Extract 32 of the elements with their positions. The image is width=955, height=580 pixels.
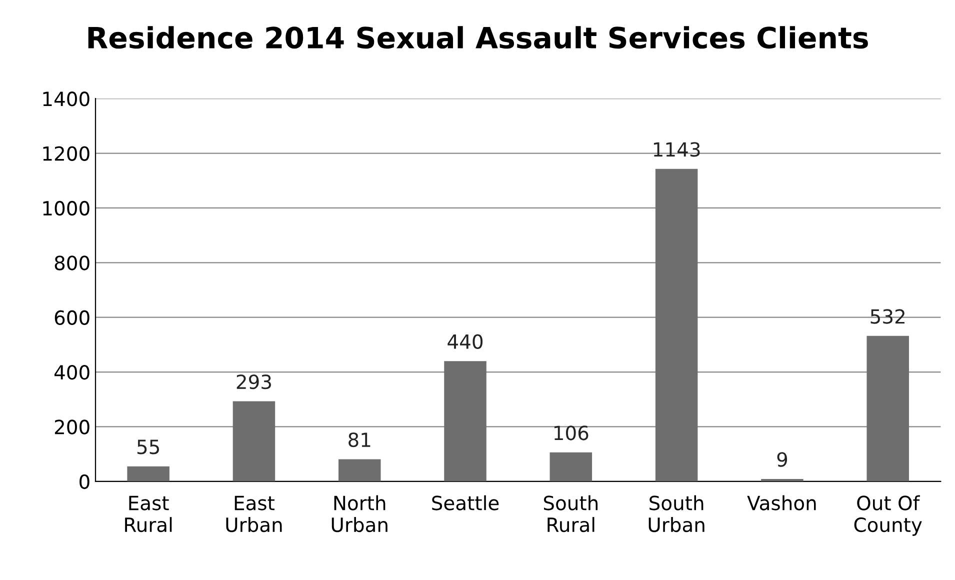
y-tick-label: 600 <box>54 310 90 326</box>
data-label: 106 <box>554 426 588 440</box>
data-label: 293 <box>236 374 271 390</box>
x-tick-label: South Rural <box>544 495 598 532</box>
x-tick-label: East Rural <box>125 496 172 532</box>
y-tick-label: 400 <box>54 364 90 380</box>
data-label: 440 <box>448 334 483 349</box>
bar <box>655 168 698 482</box>
bar <box>232 401 276 482</box>
bar <box>127 466 170 482</box>
bar <box>550 452 592 482</box>
data-label: 55 <box>137 440 159 454</box>
y-tick-label: 200 <box>54 420 90 434</box>
data-label: 1143 <box>654 142 700 157</box>
y-tick-label: 1400 <box>43 92 90 106</box>
bar <box>338 459 381 482</box>
x-tick-label: Out Of County <box>854 495 922 536</box>
x-tick-label: North Urban <box>332 495 388 532</box>
x-tick-label: Vashon <box>747 495 816 510</box>
data-label: 81 <box>348 432 370 448</box>
chart-title: Residence 2014 Sexual Assault Services Clients <box>88 26 868 49</box>
y-tick-label: 1200 <box>43 146 90 161</box>
y-tick-label: 1000 <box>43 200 90 216</box>
bar <box>444 361 486 482</box>
bar <box>866 336 909 482</box>
x-tick-label: East Urban <box>226 496 282 532</box>
y-tick-label: 0 <box>80 474 90 490</box>
data-label: 532 <box>870 309 904 324</box>
data-label: 9 <box>777 452 788 467</box>
x-tick-label: Seattle <box>432 495 499 510</box>
x-tick-label: South Urban <box>648 495 704 532</box>
y-tick-label: 800 <box>54 256 90 270</box>
